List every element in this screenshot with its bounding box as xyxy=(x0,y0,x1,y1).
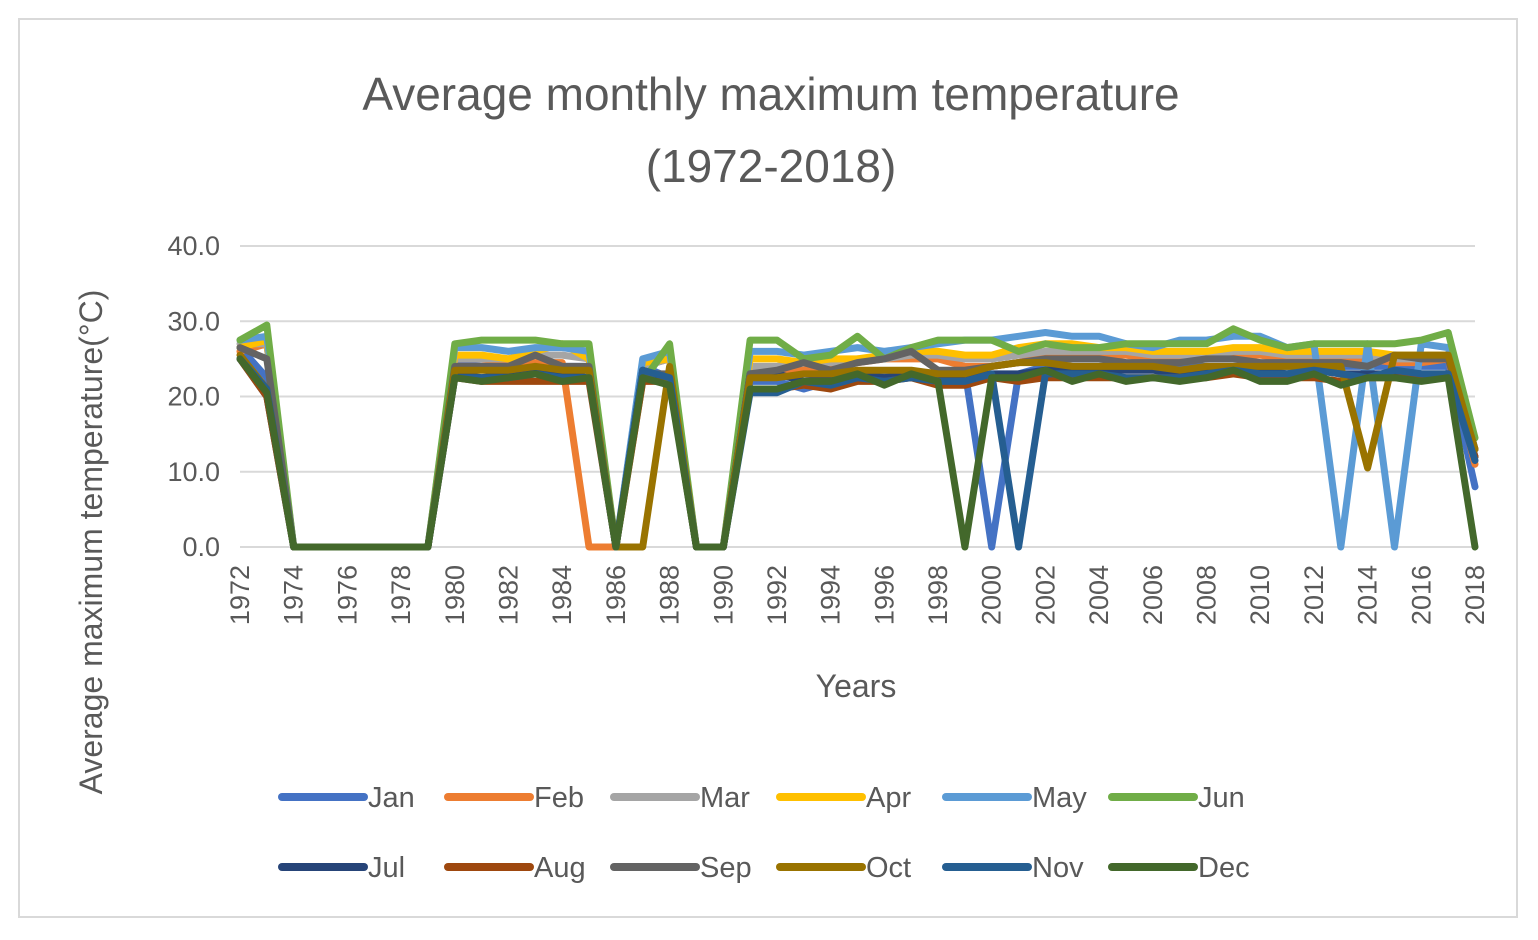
legend-label-aug: Aug xyxy=(534,852,586,884)
y-tick-label: 40.0 xyxy=(167,231,220,261)
y-tick-label: 20.0 xyxy=(167,382,220,412)
y-tick-label: 0.0 xyxy=(182,532,220,562)
x-tick-label: 1990 xyxy=(708,565,738,625)
x-tick-label: 1994 xyxy=(816,565,846,625)
legend-label-nov: Nov xyxy=(1032,852,1084,884)
x-tick-label: 2006 xyxy=(1138,565,1168,625)
x-tick-label: 1984 xyxy=(547,565,577,625)
x-tick-label: 1982 xyxy=(493,565,523,625)
series-line-dec xyxy=(236,355,1479,551)
x-tick-label: 1988 xyxy=(655,565,685,625)
y-axis-title: Average maximum temperature(°C) xyxy=(73,290,109,795)
series-line-aug xyxy=(236,355,1479,551)
x-axis-title: Years xyxy=(816,668,897,704)
y-tick-label: 10.0 xyxy=(167,457,220,487)
legend-label-jan: Jan xyxy=(368,782,415,814)
chart-frame: Average monthly maximum temperature (197… xyxy=(18,18,1518,918)
x-tick-label: 1980 xyxy=(440,565,470,625)
x-tick-label: 2008 xyxy=(1192,565,1222,625)
legend-label-sep: Sep xyxy=(700,852,752,884)
x-tick-label: 2010 xyxy=(1245,565,1275,625)
x-tick-label: 2014 xyxy=(1353,565,1383,625)
x-tick-label: 1992 xyxy=(762,565,792,625)
chart-title-line-1: Average monthly maximum temperature xyxy=(362,68,1179,120)
x-tick-label: 1978 xyxy=(386,565,416,625)
legend-label-feb: Feb xyxy=(534,782,584,814)
legend-label-may: May xyxy=(1032,782,1087,814)
series-lines xyxy=(236,321,1479,551)
chart-title-line-2: (1972-2018) xyxy=(646,140,897,192)
series-line-jul xyxy=(236,355,1479,551)
legend-label-dec: Dec xyxy=(1198,852,1250,884)
x-tick-label: 2012 xyxy=(1299,565,1329,625)
legend-label-apr: Apr xyxy=(866,782,911,814)
x-tick-label: 1996 xyxy=(869,565,899,625)
x-tick-label: 1976 xyxy=(332,565,362,625)
legend-label-jul: Jul xyxy=(368,852,405,884)
x-tick-label: 1974 xyxy=(279,565,309,625)
x-tick-label: 2002 xyxy=(1030,565,1060,625)
legend-label-oct: Oct xyxy=(866,852,911,884)
series-line-nov xyxy=(236,355,1479,551)
y-axis-ticks: 0.0 10.0 20.0 30.0 40.0 xyxy=(167,231,220,562)
x-axis-ticks: 1972 1974 1976 1978 1980 1982 1984 1986 1988 1990… xyxy=(225,565,1490,625)
x-tick-label: 2018 xyxy=(1460,565,1490,625)
x-tick-label: 2016 xyxy=(1406,565,1436,625)
x-tick-label: 1972 xyxy=(225,565,255,625)
line-chart: Average monthly maximum temperature (197… xyxy=(73,68,1490,884)
x-tick-label: 2004 xyxy=(1084,565,1114,625)
legend-label-mar: Mar xyxy=(700,782,750,814)
y-tick-label: 30.0 xyxy=(167,306,220,336)
legend-label-jun: Jun xyxy=(1198,782,1245,814)
gridlines xyxy=(240,245,1475,548)
x-tick-label: 2000 xyxy=(977,565,1007,625)
legend: Jan Feb Mar Apr May Jun Jul Aug Sep Oct Nov Dec xyxy=(278,782,1250,884)
x-tick-label: 1986 xyxy=(601,565,631,625)
x-tick-label: 1998 xyxy=(923,565,953,625)
